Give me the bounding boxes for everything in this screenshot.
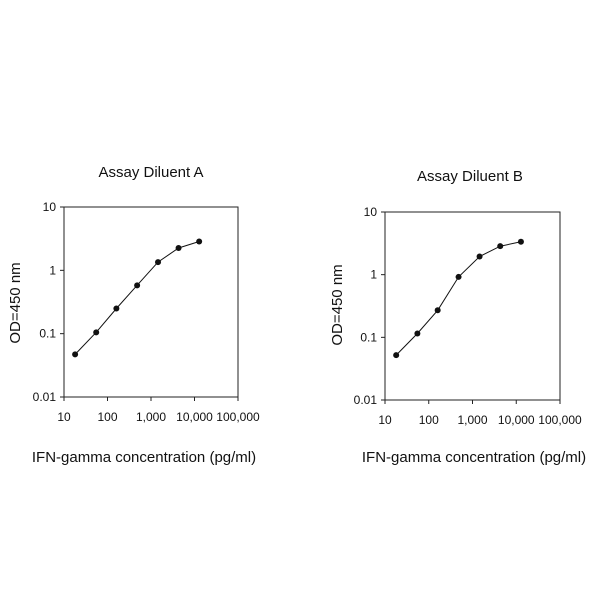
y-tick-label: 10 [364,205,378,219]
plot-frame [384,211,561,401]
x-tick-label: 10 [378,413,392,427]
data-point [134,282,141,289]
x-tick-label: 10,000 [176,410,213,424]
x-tick-label: 10,000 [498,413,535,427]
y-tick-label: 0.01 [354,393,378,407]
data-point [93,329,100,336]
data-point [196,238,203,245]
data-point [414,330,421,337]
y-tick-label: 0.1 [360,330,377,344]
y-tick-label: 0.1 [39,327,56,341]
data-point [517,238,524,245]
data-point [393,352,400,359]
chart-assay-diluent-b: Assay Diluent B OD=450 nm IFN-gamma conc… [329,168,586,466]
plot-area: 0.01 0.1 1 10 10 100 1,000 10,000 100,000 [33,200,260,424]
series-line [74,241,200,355]
data-point [455,273,462,280]
x-tick-label: 100 [419,413,439,427]
x-tick-label: 100,000 [538,413,582,427]
x-tick-label: 1,000 [136,410,166,424]
y-tick-label: 10 [43,200,57,214]
x-tick-label: 100 [97,410,117,424]
data-point [113,305,120,312]
x-axis-label: IFN-gamma concentration (pg/ml) [362,449,586,466]
y-tick-label: 0.01 [33,390,57,404]
data-point [476,253,483,260]
chart-title: Assay Diluent A [98,164,203,181]
x-tick-label: 100,000 [216,410,260,424]
y-tick-label: 1 [370,268,377,282]
plot-frame [63,206,239,398]
plot-area: 0.01 0.1 1 10 10 100 1,000 10,000 100,000 [354,205,582,427]
data-point [72,351,79,358]
series-line [395,241,522,356]
data-point [434,307,441,314]
chart-assay-diluent-a: Assay Diluent A OD=450 nm IFN-gamma conc… [7,164,260,466]
x-tick-label: 1,000 [457,413,487,427]
data-point [497,243,504,250]
y-axis-label: OD=450 nm [7,262,24,343]
data-point [155,259,162,266]
y-axis-label: OD=450 nm [329,264,346,345]
chart-title: Assay Diluent B [417,168,523,185]
x-axis-label: IFN-gamma concentration (pg/ml) [32,449,256,466]
data-point [175,245,182,252]
y-tick-label: 1 [49,263,56,277]
x-tick-label: 10 [57,410,71,424]
